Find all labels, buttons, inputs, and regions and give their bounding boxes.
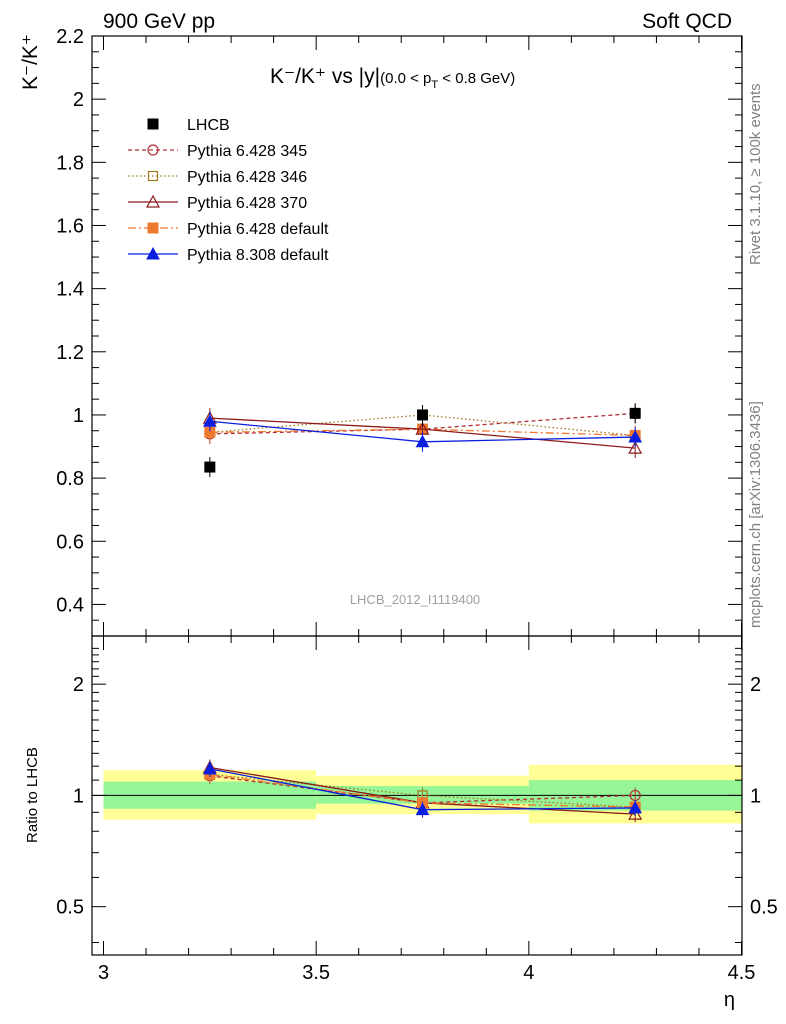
legend-marker — [146, 246, 160, 260]
chart-title-main: K⁻/K⁺ vs |y| — [270, 65, 380, 88]
y-tick-label-top: 1 — [73, 405, 84, 427]
analysis-watermark: LHCB_2012_I1119400 — [350, 592, 480, 607]
data-point-pythia-8-308-default — [202, 414, 217, 427]
x-axis-label: η — [724, 989, 735, 1011]
y-tick-label-top: 0.8 — [56, 468, 84, 490]
header-right: Soft QCD — [642, 10, 732, 33]
legend-marker — [147, 170, 159, 182]
ratio-y-tick-label: 0.5 — [750, 897, 778, 919]
x-tick-label: 4 — [523, 962, 534, 984]
y-tick-label-top: 1.6 — [56, 215, 84, 237]
ratio-point-pythia-8-308-default — [415, 802, 430, 816]
data-point-lhcb — [629, 407, 641, 419]
ratio-point-pythia-8-308-default — [628, 800, 643, 814]
legend-marker — [145, 194, 161, 208]
y-tick-label-top: 1.2 — [56, 342, 84, 364]
legend-label: Pythia 6.428 345 — [187, 143, 307, 160]
legend-marker — [147, 222, 159, 234]
legend-item-pythia-6-428-345: Pythia 6.428 345 — [128, 143, 307, 160]
data-point-pythia-8-308-default — [415, 434, 430, 448]
y-tick-label-top: 2 — [73, 89, 84, 111]
legend-label: Pythia 6.428 370 — [187, 195, 307, 212]
y-tick-label-top: 2.2 — [56, 26, 84, 48]
legend-label: Pythia 6.428 default — [187, 221, 329, 238]
data-point-lhcb — [417, 409, 428, 421]
ratio-y-tick-label: 1 — [750, 785, 761, 807]
ratio-line-pythia-6-428-345 — [209, 775, 636, 804]
data-point-lhcb — [204, 461, 216, 473]
ratio-y-tick-label: 2 — [750, 674, 761, 696]
x-tick-label: 3.5 — [302, 962, 330, 984]
chart-title: K⁻/K⁺ vs |y|(0.0 < pT < 0.8 GeV) — [270, 65, 515, 91]
ratio-series-pythia-8-308-default — [202, 760, 643, 818]
legend-item-lhcb: LHCB — [147, 117, 230, 134]
ratio-y-tick-label: 2 — [73, 674, 84, 696]
chart-title-sub: (0.0 < p — [380, 70, 431, 87]
rivet-version-label: Rivet 3.1.10, ≥ 100k events — [747, 83, 764, 265]
y-tick-label-top: 1.4 — [56, 279, 84, 301]
chart-title-sub-end: < 0.8 GeV) — [438, 70, 515, 87]
header-left: 900 GeV pp — [103, 10, 215, 33]
x-tick-label: 4.5 — [728, 962, 756, 984]
legend-label: Pythia 8.308 default — [187, 247, 329, 264]
legend: LHCB Pythia 6.428 345 Pythia 6.428 346 Pyth… — [128, 117, 329, 264]
y-tick-label-top: 0.6 — [56, 531, 84, 553]
legend-label: Pythia 6.428 346 — [187, 169, 307, 186]
series-pythia-8-308-default — [202, 411, 643, 452]
data-point-pythia-6-428-370 — [628, 440, 643, 454]
legend-marker — [147, 144, 159, 156]
series-lhcb — [204, 403, 641, 478]
y-axis-label-ratio: Ratio to LHCB — [24, 747, 41, 843]
chart-title-sub-index: T — [431, 79, 438, 91]
y-tick-label-top: 1.8 — [56, 152, 84, 174]
ratio-point-pythia-8-308-default — [202, 761, 217, 775]
x-tick-label: 3 — [98, 962, 109, 984]
legend-item-pythia-6-428-370: Pythia 6.428 370 — [128, 194, 307, 212]
ratio-y-tick-label: 1 — [73, 785, 84, 807]
data-point-pythia-8-308-default — [628, 430, 643, 443]
mcplots-label: mcplots.cern.ch [arXiv:1306.3436] — [747, 401, 764, 628]
legend-marker — [147, 118, 159, 130]
legend-item-pythia-8-308-default: Pythia 8.308 default — [128, 246, 329, 264]
legend-label: LHCB — [187, 117, 230, 134]
ratio-y-tick-label: 0.5 — [56, 897, 84, 919]
y-tick-label-top: 0.4 — [56, 594, 84, 616]
ratio-point-pythia-6-428-370 — [628, 806, 643, 820]
legend-item-pythia-6-428-346: Pythia 6.428 346 — [128, 169, 307, 186]
legend-item-pythia-6-428-default: Pythia 6.428 default — [128, 221, 329, 238]
y-axis-label-top: K⁻/K⁺ — [19, 34, 42, 90]
